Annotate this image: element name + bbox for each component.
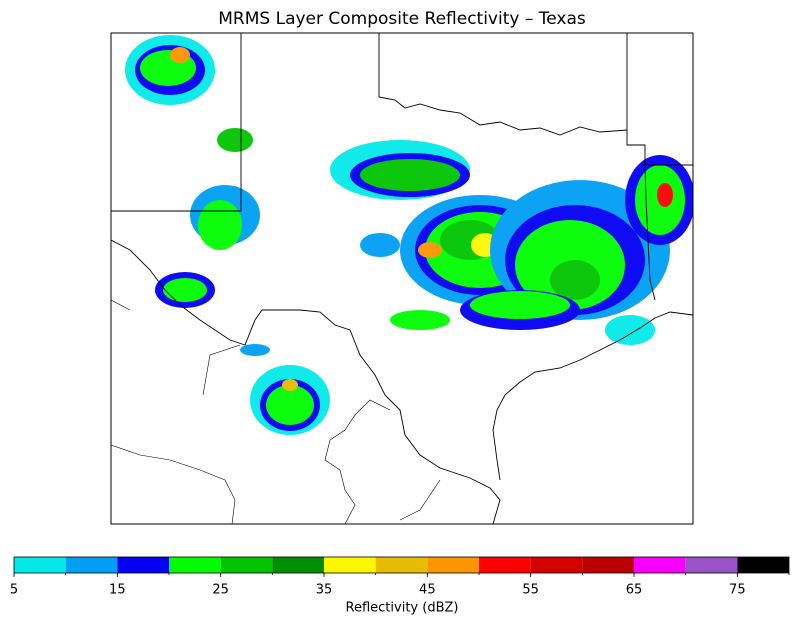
colorbar-segment [220,557,273,573]
colorbar-tick-label: 75 [729,583,746,598]
colorbar-label: Reflectivity (dBZ) [346,601,459,616]
colorbar-segment [117,557,169,573]
colorbar-segment [169,557,221,573]
colorbar-tick-label: 25 [212,583,229,598]
radar-echoes [125,35,693,435]
colorbar-segment [479,557,531,573]
colorbar-segment [65,557,118,573]
map [110,32,694,525]
colorbar-tick-label: 35 [316,583,333,598]
map-frame [110,32,694,525]
colorbar: 5 15 25 35 45 55 65 75 [10,556,790,598]
boundaries [111,33,693,524]
colorbar-tick-label: 55 [522,583,539,598]
colorbar-frame [13,556,790,574]
colorbar-segment [272,557,324,573]
colorbar-segment [737,557,789,573]
colorbar-segment [324,557,376,573]
map-title: MRMS Layer Composite Reflectivity – Texa… [218,9,586,29]
colorbar-tick-label: 45 [419,583,436,598]
colorbar-segment [14,557,66,573]
colorbar-segment [582,557,634,573]
colorbar-segment [634,557,686,573]
colorbar-segment [375,557,428,573]
colorbar-tick-label: 65 [626,583,643,598]
colorbar-tick-label: 5 [10,583,18,598]
colorbar-segment [685,557,738,573]
colorbar-segment [530,557,583,573]
colorbar-segment [427,557,479,573]
colorbar-tick-label: 15 [109,583,126,598]
